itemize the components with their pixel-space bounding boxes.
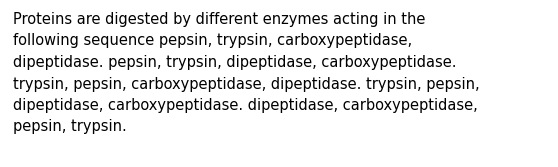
Text: dipeptidase. pepsin, trypsin, dipeptidase, carboxypeptidase.: dipeptidase. pepsin, trypsin, dipeptidas… — [13, 55, 456, 70]
Text: trypsin, pepsin, carboxypeptidase, dipeptidase. trypsin, pepsin,: trypsin, pepsin, carboxypeptidase, dipep… — [13, 76, 480, 92]
Text: dipeptidase, carboxypeptidase. dipeptidase, carboxypeptidase,: dipeptidase, carboxypeptidase. dipeptida… — [13, 98, 478, 113]
Text: pepsin, trypsin.: pepsin, trypsin. — [13, 120, 127, 134]
Text: following sequence pepsin, trypsin, carboxypeptidase,: following sequence pepsin, trypsin, carb… — [13, 34, 412, 48]
Text: Proteins are digested by different enzymes acting in the: Proteins are digested by different enzym… — [13, 12, 425, 27]
